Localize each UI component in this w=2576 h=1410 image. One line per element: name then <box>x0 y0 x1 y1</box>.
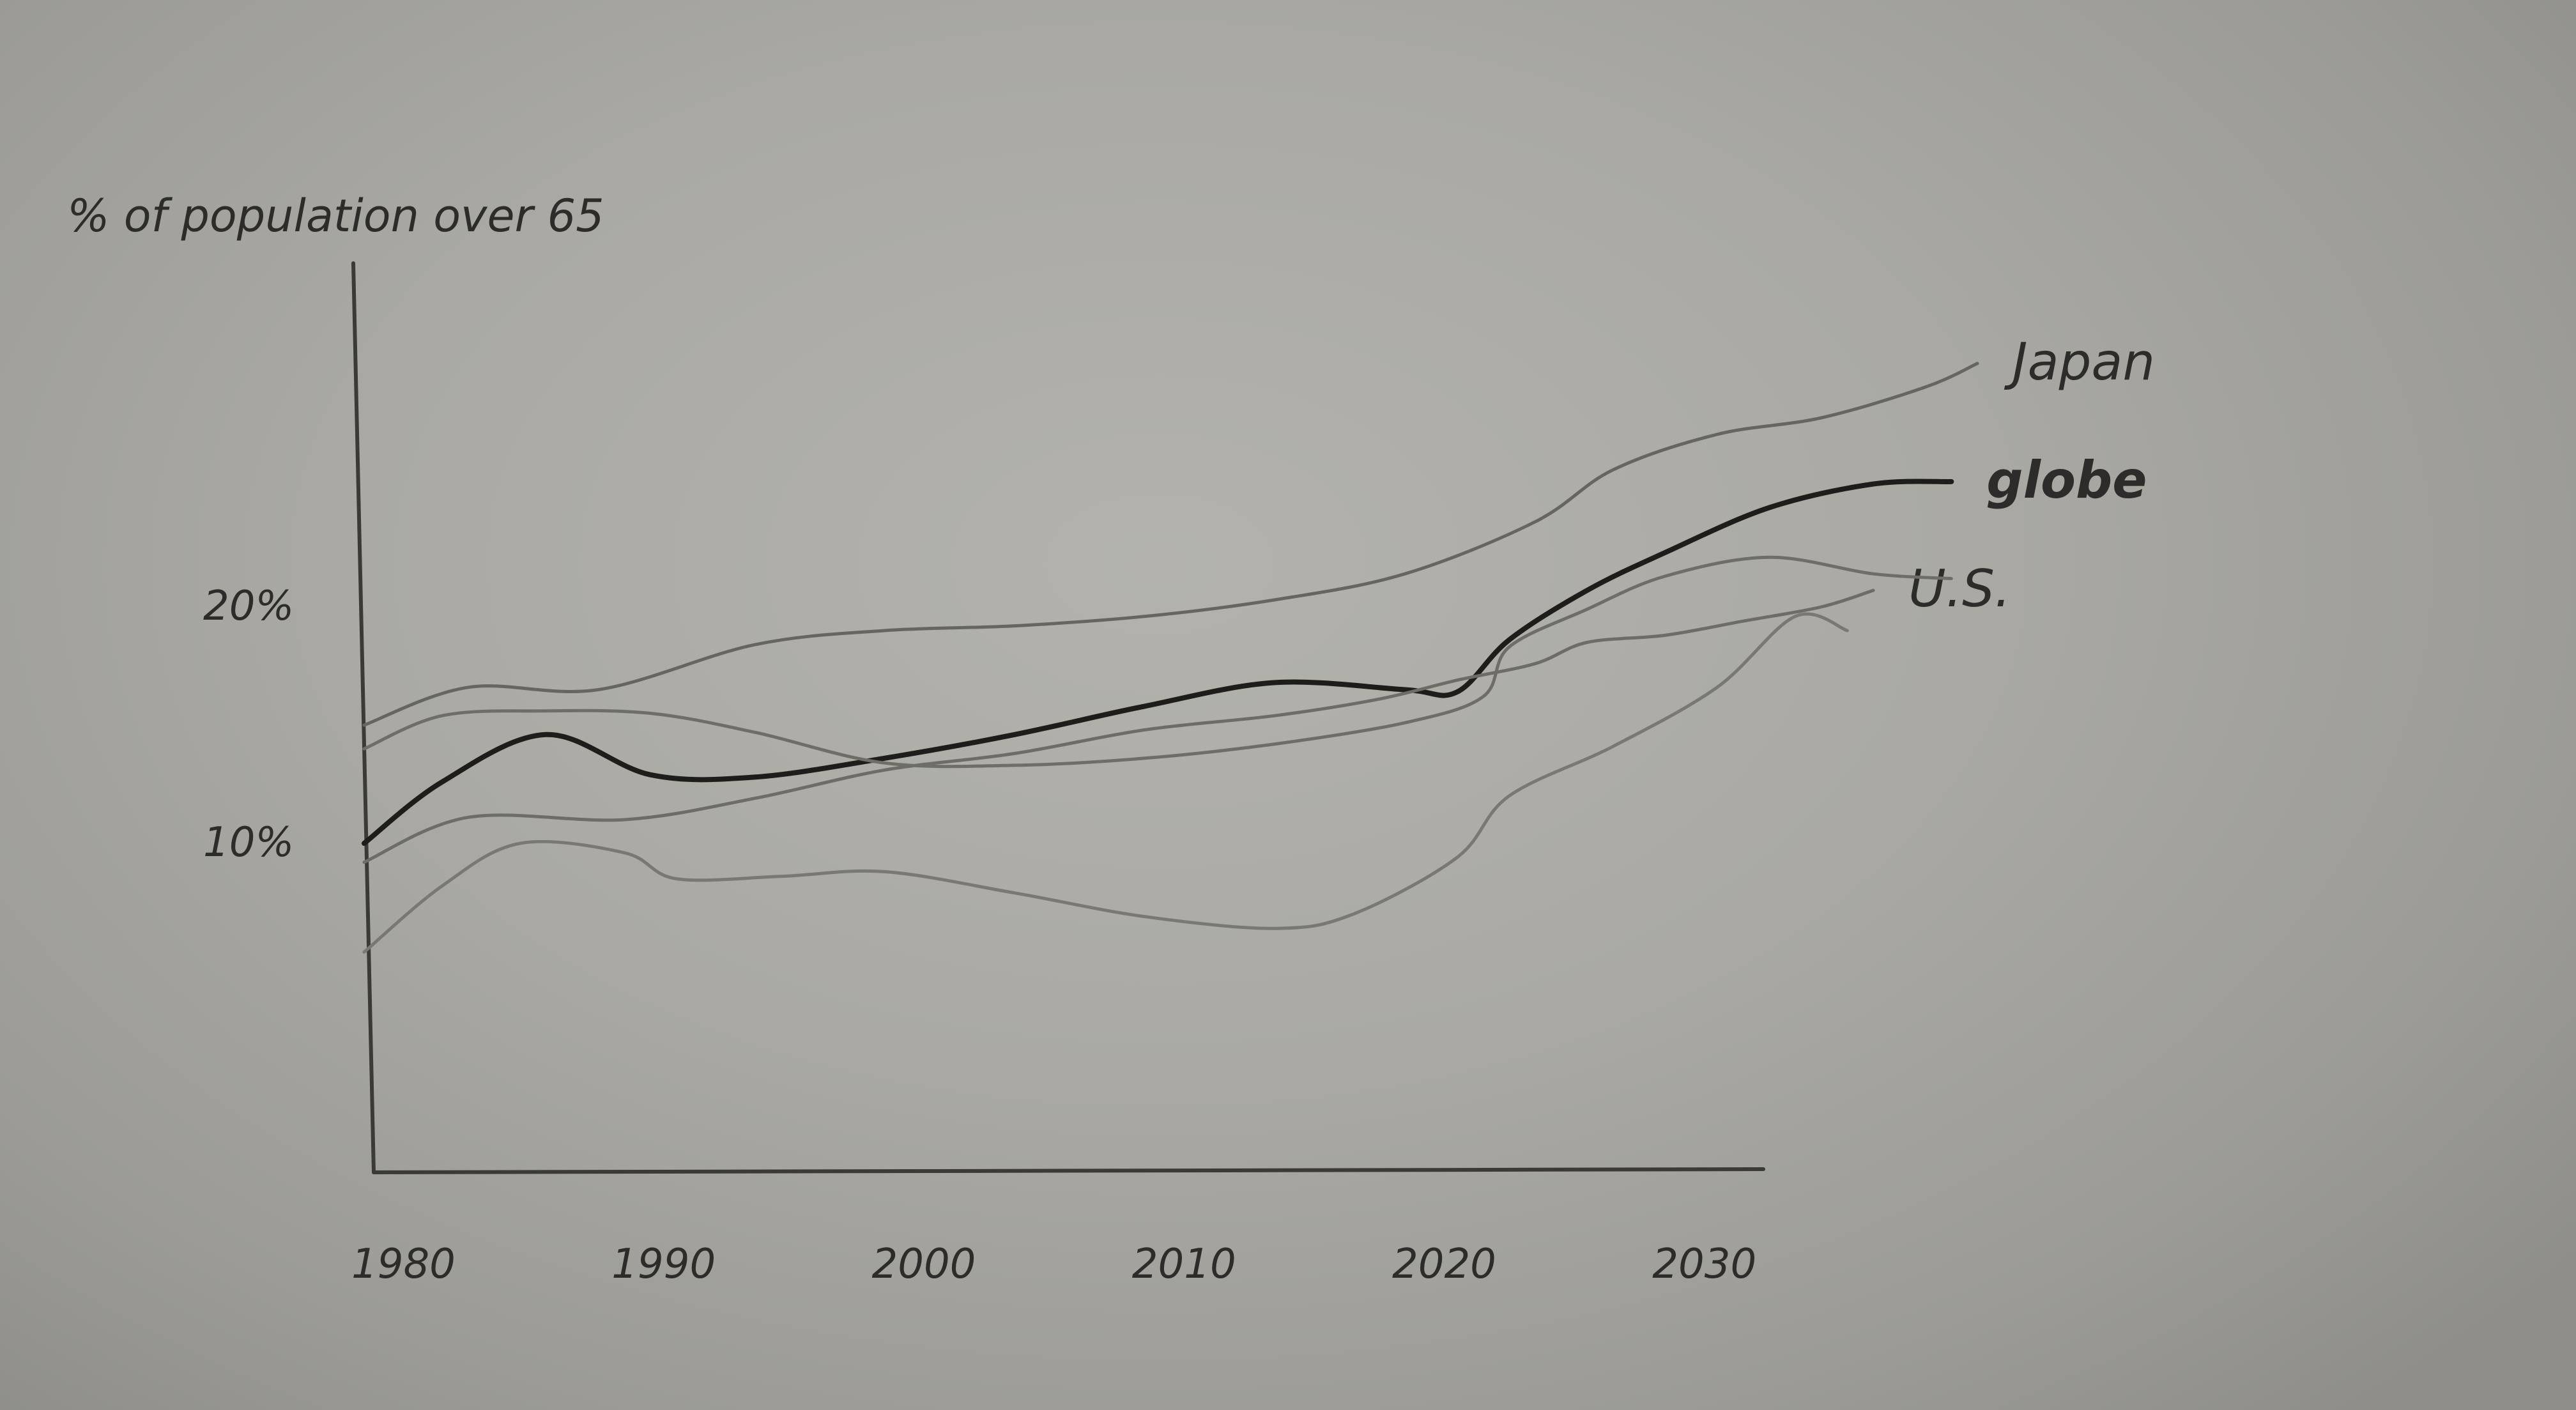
x-tick-labels: 1980 1990 2000 2010 2020 2030 <box>351 1241 1756 1288</box>
series-label-globe: globe <box>1986 450 2147 510</box>
y-tick-labels: 10% 20% <box>203 583 294 866</box>
series-layer: Japan globe U.S. <box>362 332 2155 954</box>
y-tick-label: 20% <box>203 583 294 630</box>
series-label-u-s: U.S. <box>1908 559 2011 618</box>
series-line-globe <box>362 479 1954 846</box>
x-tick-label: 2020 <box>1392 1241 1496 1288</box>
y-tick-label: 10% <box>203 819 294 866</box>
x-axis-line <box>372 1167 1765 1174</box>
x-tick-label: 1990 <box>611 1241 716 1288</box>
x-tick-label: 1980 <box>351 1241 456 1288</box>
x-tick-label: 2000 <box>872 1241 976 1288</box>
x-tick-label: 2030 <box>1652 1241 1756 1288</box>
y-axis-line <box>351 261 376 1174</box>
series-line-u-s <box>362 588 1875 864</box>
series-line-unlabeled-4 <box>362 555 1953 769</box>
chart-title: % of population over 65 <box>67 190 604 242</box>
series-line-japan <box>362 362 1979 727</box>
x-tick-label: 2010 <box>1132 1241 1236 1288</box>
series-label-japan: Japan <box>2004 332 2155 392</box>
series-line-unlabeled-5 <box>362 612 1849 954</box>
